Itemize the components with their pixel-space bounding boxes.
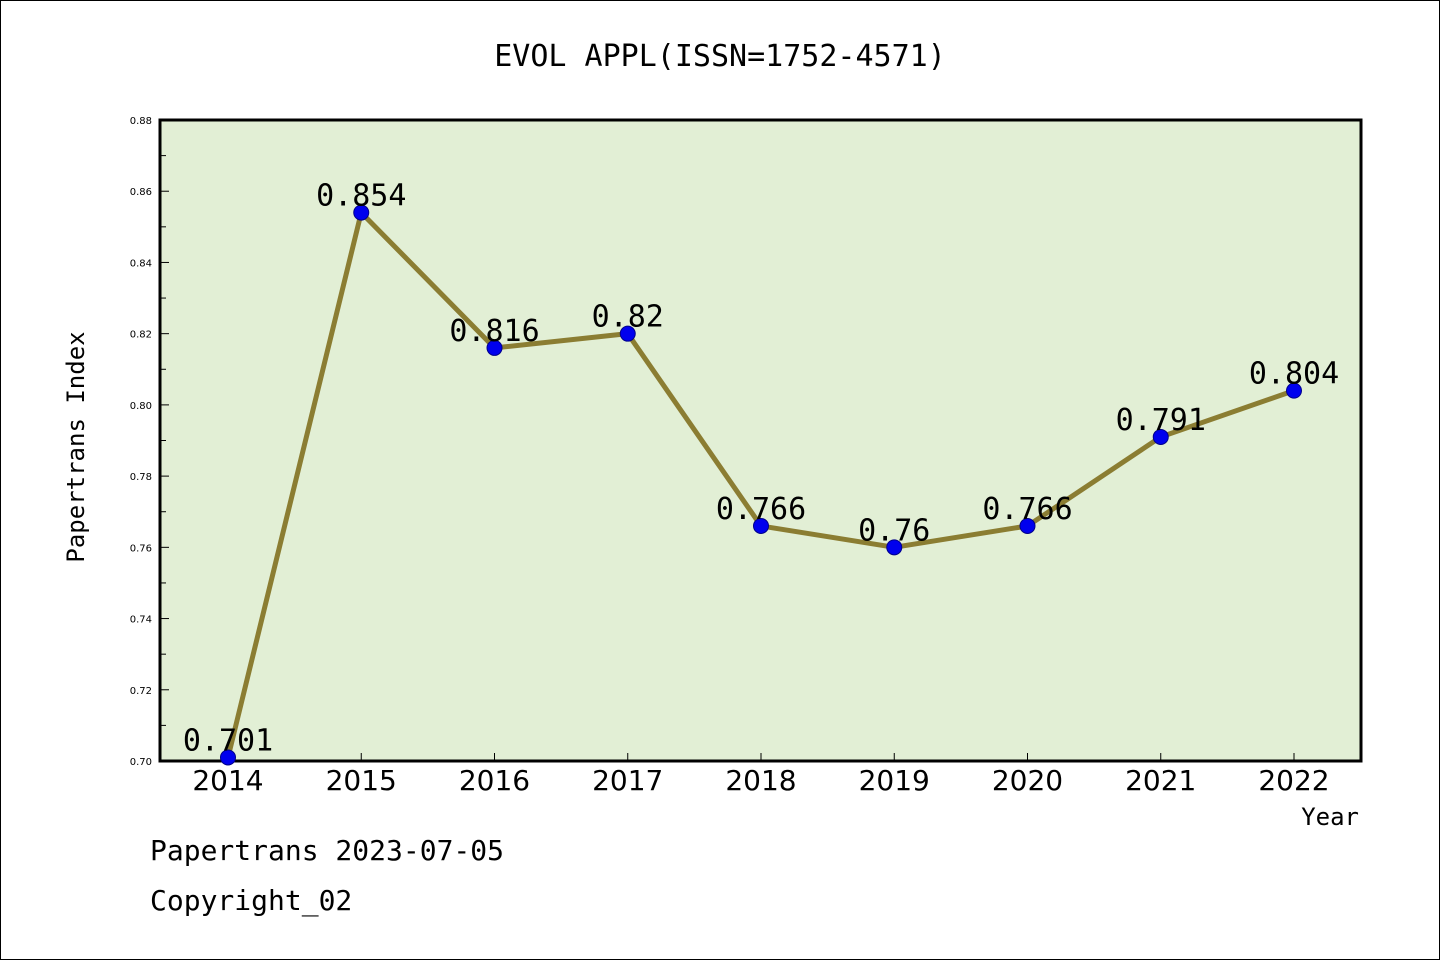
y-tick-label: 0.78: [130, 472, 152, 483]
y-axis-ticks: 0.70 0.72 0.74 0.76 0.78 0.80 0.82 0.84 0.86 0.88: [130, 116, 169, 768]
data-point-marker: [1286, 382, 1302, 399]
data-point-marker: [1019, 517, 1036, 534]
data-label: 0.701: [183, 723, 273, 758]
x-axis-label: Year: [1301, 803, 1359, 831]
footer-copyright-text: Copyright_02: [150, 884, 353, 917]
y-tick-label: 0.72: [130, 686, 152, 697]
x-tick-label: 2020: [992, 764, 1063, 797]
chart-title: EVOL APPL(ISSN=1752-4571): [494, 39, 946, 74]
data-label: 0.766: [716, 492, 806, 527]
y-tick-label: 0.80: [130, 401, 152, 412]
data-point-marker: [486, 339, 503, 356]
data-label: 0.791: [1116, 403, 1206, 438]
y-tick-label: 0.74: [130, 615, 152, 626]
data-point-marker: [619, 325, 636, 342]
x-tick-label: 2021: [1125, 764, 1196, 797]
data-label: 0.816: [449, 314, 539, 349]
data-point-marker: [1152, 428, 1169, 445]
footer-date-text: Papertrans 2023-07-05: [150, 834, 505, 867]
data-point-marker: [886, 539, 903, 556]
series-layer: 0.701 0.854 0.816 0.82 0.766 0.76 0.766 0.791 0.…: [183, 179, 1339, 766]
x-tick-label: 2017: [592, 764, 663, 797]
y-tick-label: 0.84: [130, 258, 152, 269]
data-point-marker: [353, 204, 370, 221]
data-label: 0.82: [592, 300, 664, 335]
x-axis-ticks: 2014 2015 2016 2017 2018 2019 2020 2021 2022: [192, 753, 1330, 797]
y-axis-label: Papertrans Index: [62, 331, 90, 562]
y-tick-label: 0.82: [130, 330, 152, 341]
y-tick-label: 0.76: [130, 543, 152, 554]
data-label: 0.766: [982, 492, 1072, 527]
data-label: 0.76: [858, 513, 930, 548]
plot-area: [158, 118, 1363, 763]
data-label: 0.854: [316, 179, 406, 214]
x-tick-label: 2016: [459, 764, 530, 797]
x-tick-label: 2022: [1258, 764, 1329, 797]
x-tick-label: 2019: [859, 764, 930, 797]
data-label: 0.804: [1249, 357, 1339, 392]
x-tick-label: 2015: [326, 764, 397, 797]
data-point-marker: [220, 749, 236, 766]
y-tick-label: 0.86: [130, 187, 152, 198]
x-tick-label: 2018: [725, 764, 796, 797]
data-point-marker: [753, 517, 769, 534]
y-tick-label: 0.88: [130, 116, 152, 127]
y-tick-label: 0.70: [130, 757, 152, 768]
x-tick-label: 2014: [192, 764, 263, 797]
